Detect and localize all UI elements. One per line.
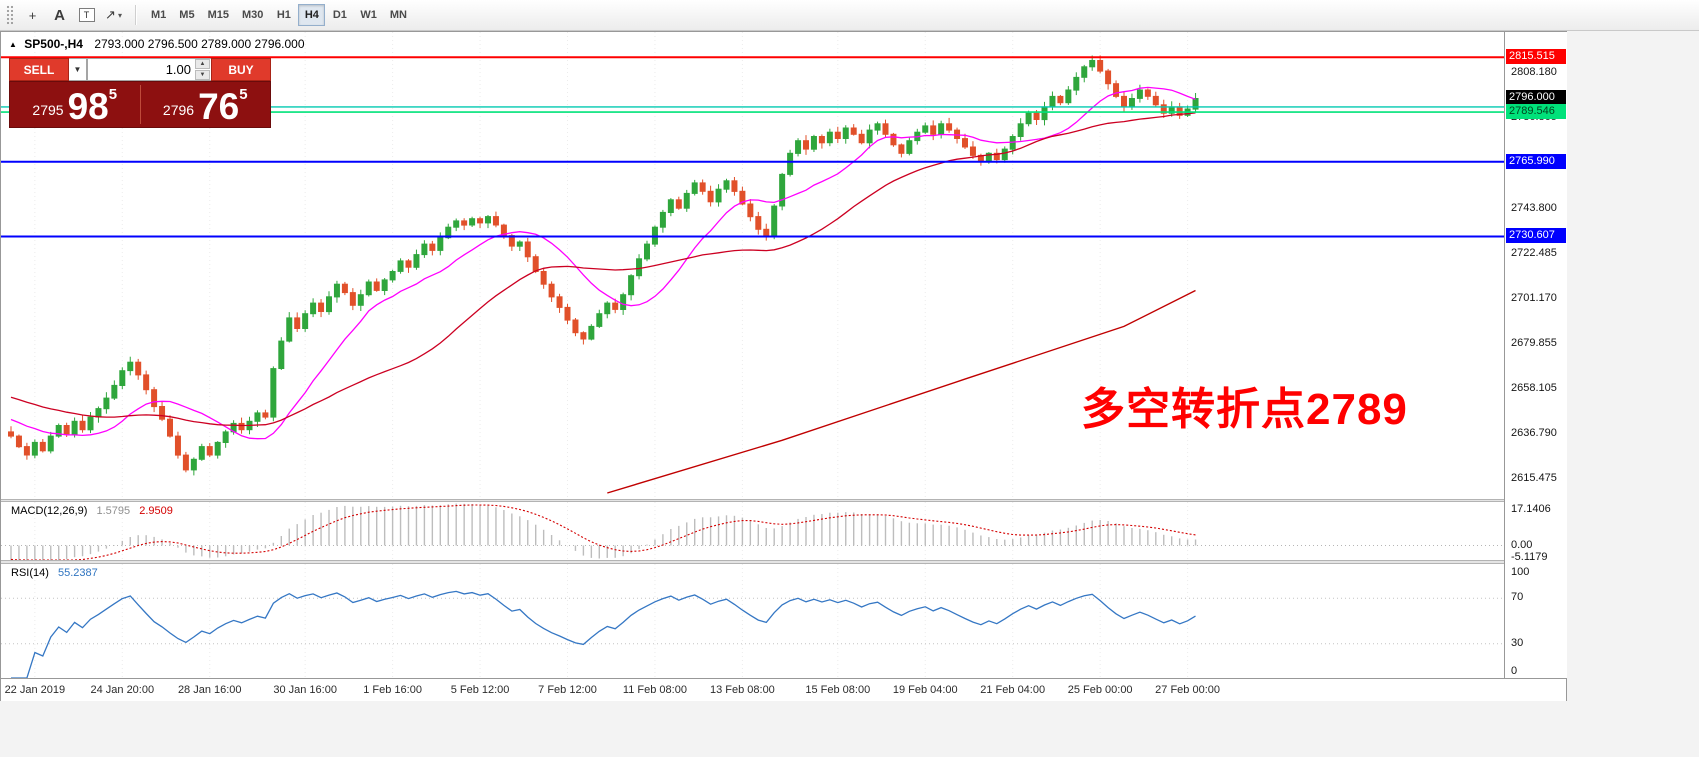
macd-title: MACD(12,26,9): [11, 505, 88, 517]
price-axis-tick: 2636.790: [1511, 427, 1557, 440]
toolbar: + A T ↗ ▾ M1 M5 M15 M30 H1 H4 D1 W1 MN: [0, 0, 1699, 31]
buy-price-prefix: 2796: [162, 102, 195, 118]
rsi-axis-label: 0: [1511, 665, 1518, 677]
buy-price-sup: 5: [239, 86, 248, 103]
sell-button[interactable]: SELL: [9, 58, 69, 81]
rsi-axis-label: 70: [1511, 591, 1524, 604]
price-axis[interactable]: 2808.1802786.8652743.8002722.4852701.170…: [1504, 32, 1567, 678]
rsi-chart[interactable]: [1, 564, 1504, 678]
text-annotation-icon: A: [54, 6, 65, 24]
toolbar-separator: [135, 5, 136, 25]
macd-chart[interactable]: [1, 502, 1504, 560]
text-label-icon: T: [78, 8, 95, 22]
crosshair-icon: +: [28, 7, 37, 23]
sell-quote[interactable]: 2795 98 5: [10, 82, 140, 127]
volume-box: ▲ ▼: [87, 58, 211, 81]
macd-signal-value: 2.9509: [139, 505, 173, 517]
panel-splitter[interactable]: [1, 560, 1566, 564]
timeframe-button-M5[interactable]: M5: [179, 9, 195, 21]
price-level-label: 2815.515: [1506, 49, 1566, 65]
timeframe-button-D1[interactable]: D1: [332, 9, 347, 21]
chevron-down-icon: ▾: [117, 10, 122, 20]
text-annotation-button[interactable]: A: [47, 3, 72, 27]
sell-price-prefix: 2795: [32, 102, 64, 118]
buy-quote[interactable]: 2796 76 5: [141, 82, 271, 127]
toolbar-drag-handle[interactable]: [6, 5, 13, 25]
price-axis-tick: 2679.855: [1511, 336, 1557, 349]
rsi-indicator-label: RSI(14) 55.2387: [11, 567, 98, 579]
volume-input[interactable]: [88, 59, 211, 80]
macd-axis-label: 17.1406: [1511, 503, 1551, 515]
time-axis-label: 13 Feb 08:00: [709, 684, 775, 696]
crosshair-button[interactable]: +: [20, 3, 45, 27]
timeframe-button-W1[interactable]: W1: [360, 9, 377, 21]
macd-axis-label: 0.00: [1511, 538, 1533, 551]
rsi-axis-label: 30: [1511, 636, 1524, 649]
chart-window: ▲ SP500-,H4 2793.000 2796.500 2789.000 2…: [0, 31, 1567, 701]
price-axis-tick: 2615.475: [1511, 472, 1557, 485]
sell-price-sup: 5: [108, 86, 118, 103]
time-axis-label: 22 Jan 2019: [4, 684, 66, 696]
timeframe-button-M30[interactable]: M30: [241, 9, 264, 21]
time-axis-label: 30 Jan 16:00: [273, 684, 337, 696]
macd-axis-label: -5.1179: [1511, 550, 1548, 563]
macd-indicator-label: MACD(12,26,9) 1.5795 2.9509: [11, 505, 173, 517]
timeframe-button-group: M1 M5 M15 M30 H1 H4 D1 W1 MN: [145, 4, 413, 26]
price-axis-tick: 2658.105: [1511, 382, 1557, 395]
buy-button[interactable]: BUY: [211, 58, 271, 81]
price-axis-tick: 2722.485: [1511, 246, 1557, 259]
timeframe-button-M1[interactable]: M1: [151, 9, 167, 21]
buy-price-big: 76: [198, 85, 240, 127]
time-axis-label: 21 Feb 04:00: [980, 684, 1046, 696]
time-axis-label: 24 Jan 20:00: [90, 684, 155, 696]
time-axis-label: 15 Feb 08:00: [805, 684, 871, 696]
time-axis-label: 27 Feb 00:00: [1155, 684, 1221, 696]
draw-arrow-button[interactable]: ↗ ▾: [101, 3, 126, 27]
price-level-label: 2730.607: [1506, 228, 1566, 244]
quote-divider: [139, 85, 141, 124]
price-axis-tick: 2743.800: [1511, 201, 1557, 214]
rsi-value: 55.2387: [57, 567, 98, 579]
symbol-header: ▲ SP500-,H4 2793.000 2796.500 2789.000 2…: [9, 37, 305, 51]
time-axis-label: 25 Feb 00:00: [1067, 684, 1133, 696]
sell-price-big: 98: [67, 85, 109, 127]
time-axis-label: 19 Feb 04:00: [892, 684, 958, 696]
time-axis-label: 1 Feb 16:00: [363, 684, 422, 696]
price-level-label: 2789.546: [1506, 104, 1566, 120]
time-axis-label: 11 Feb 08:00: [622, 684, 687, 696]
time-axis-label: 5 Feb 12:00: [450, 684, 510, 696]
price-level-label: 2796.000: [1506, 90, 1566, 106]
main-chart[interactable]: [1, 32, 1504, 499]
time-axis-label: 28 Jan 16:00: [177, 684, 242, 696]
collapse-arrow-icon[interactable]: ▲: [9, 40, 17, 49]
timeframe-button-H1[interactable]: H1: [276, 9, 291, 21]
time-axis-label: 7 Feb 12:00: [538, 684, 597, 696]
volume-increase-button[interactable]: ▲: [195, 59, 210, 69]
one-click-trade-panel: SELL ▼ ▲ ▼ BUY 2795 98 5 2796 76 5: [9, 58, 271, 128]
timeframe-button-H4[interactable]: H4: [298, 4, 326, 26]
ohlc-quote: 2793.000 2796.500 2789.000 2796.000: [94, 37, 305, 51]
timeframe-button-M15[interactable]: M15: [207, 9, 229, 21]
rsi-axis-label: 100: [1511, 566, 1530, 578]
rsi-title: RSI(14): [11, 567, 49, 579]
macd-main-value: 1.5795: [96, 505, 131, 517]
chart-annotation-text: 多空转折点2789: [1081, 385, 1408, 434]
price-axis-tick: 2808.180: [1511, 65, 1557, 78]
draw-arrow-icon: ↗: [105, 7, 116, 22]
time-axis[interactable]: 22 Jan 2019 24 Jan 20:00 28 Jan 16:00 30 Ja…: [1, 678, 1566, 701]
text-label-button[interactable]: T: [74, 3, 99, 27]
volume-decrease-button[interactable]: ▼: [195, 70, 210, 80]
timeframe-button-MN[interactable]: MN: [389, 9, 407, 21]
price-level-label: 2765.990: [1506, 153, 1566, 169]
symbol-name: SP500-,H4: [24, 37, 83, 51]
price-axis-tick: 2701.170: [1511, 291, 1557, 304]
panel-splitter[interactable]: [1, 499, 1566, 502]
sell-options-dropdown[interactable]: ▼: [69, 58, 87, 81]
quote-display: 2795 98 5 2796 76 5: [9, 81, 271, 128]
